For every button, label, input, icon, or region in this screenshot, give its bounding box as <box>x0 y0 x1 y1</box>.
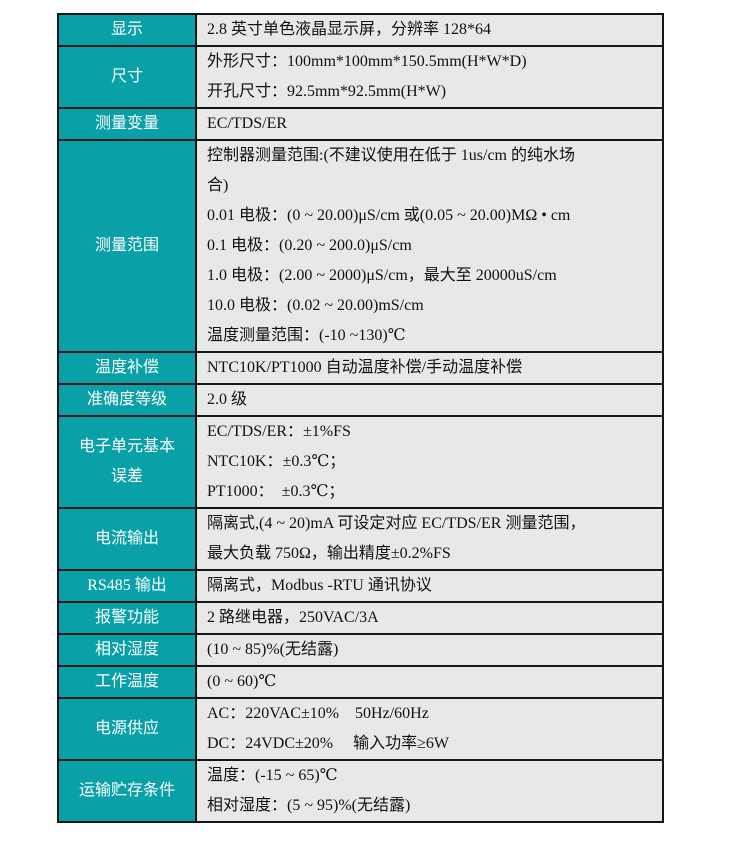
spec-value-line: 外形尺寸：100mm*100mm*150.5mm(H*W*D) <box>207 53 527 70</box>
spec-label: 测量范围 <box>94 237 159 254</box>
spec-label-cell: 尺寸 <box>59 47 197 107</box>
spec-label-cell: 电源供应 <box>59 699 197 759</box>
spec-label-cell: 报警功能 <box>59 603 197 633</box>
spec-table: 显示 2.8 英寸单色液晶显示屏，分辨率 128*64 尺寸 外形尺寸：100m… <box>57 13 664 823</box>
spec-label: 电子单元基本误差 <box>78 438 175 485</box>
spec-row-transport-storage: 运输贮存条件 温度：(-15 ~ 65)℃ 相对湿度：(5 ~ 95)%(无结露… <box>59 759 662 821</box>
spec-label: 准确度等级 <box>86 391 167 408</box>
spec-value-cell: 控制器测量范围:(不建议使用在低于 1us/cm 的纯水场 合) 0.01 电极… <box>197 141 662 351</box>
spec-value-line: PT1000： ±0.3℃； <box>207 483 345 500</box>
spec-value-line: 隔离式，Modbus -RTU 通讯协议 <box>207 577 432 594</box>
spec-value-line: 2.8 英寸单色液晶显示屏，分辨率 128*64 <box>207 21 492 38</box>
spec-value-cell: 2 路继电器，250VAC/3A <box>197 603 662 633</box>
spec-value-line: DC：24VDC±20% 输入功率≥6W <box>207 735 450 752</box>
spec-row-measuring-range: 测量范围 控制器测量范围:(不建议使用在低于 1us/cm 的纯水场 合) 0.… <box>59 139 662 351</box>
spec-row-alarm-function: 报警功能 2 路继电器，250VAC/3A <box>59 601 662 633</box>
spec-label-cell: 相对湿度 <box>59 635 197 665</box>
spec-label: 尺寸 <box>110 68 143 85</box>
spec-value-line: 开孔尺寸：92.5mm*92.5mm(H*W) <box>207 83 447 100</box>
spec-row-working-temperature: 工作温度 (0 ~ 60)℃ <box>59 665 662 697</box>
spec-row-power-supply: 电源供应 AC：220VAC±10% 50Hz/60Hz DC：24VDC±20… <box>59 697 662 759</box>
spec-label: 相对湿度 <box>94 641 159 658</box>
spec-value-line: (10 ~ 85)%(无结露) <box>207 641 339 658</box>
spec-value-line: 1.0 电极：(2.00 ~ 2000)μS/cm，最大至 20000uS/cm <box>207 267 557 284</box>
spec-value-line: 隔离式,(4 ~ 20)mA 可设定对应 EC/TDS/ER 测量范围， <box>207 515 586 532</box>
spec-label-cell: 工作温度 <box>59 667 197 697</box>
spec-value-cell: (10 ~ 85)%(无结露) <box>197 635 662 665</box>
spec-row-dimensions: 尺寸 外形尺寸：100mm*100mm*150.5mm(H*W*D) 开孔尺寸：… <box>59 45 662 107</box>
spec-value-line: EC/TDS/ER <box>207 115 288 132</box>
spec-value-cell: 2.0 级 <box>197 385 662 415</box>
spec-value-cell: 隔离式，Modbus -RTU 通讯协议 <box>197 571 662 601</box>
spec-value-cell: 温度：(-15 ~ 65)℃ 相对湿度：(5 ~ 95)%(无结露) <box>197 761 662 821</box>
spec-row-rs485-output: RS485 输出 隔离式，Modbus -RTU 通讯协议 <box>59 569 662 601</box>
spec-value-line: 控制器测量范围:(不建议使用在低于 1us/cm 的纯水场 <box>207 147 575 164</box>
spec-value-line: 0.1 电极：(0.20 ~ 200.0)μS/cm <box>207 237 412 254</box>
spec-value-line: AC：220VAC±10% 50Hz/60Hz <box>207 705 429 722</box>
spec-value-cell: 隔离式,(4 ~ 20)mA 可设定对应 EC/TDS/ER 测量范围， 最大负… <box>197 509 662 569</box>
spec-row-temperature-compensation: 温度补偿 NTC10K/PT1000 自动温度补偿/手动温度补偿 <box>59 351 662 383</box>
spec-label-cell: 准确度等级 <box>59 385 197 415</box>
spec-value-line: 合) <box>207 177 229 194</box>
spec-label: 运输贮存条件 <box>78 782 175 799</box>
spec-value-cell: EC/TDS/ER：±1%FS NTC10K：±0.3℃； PT1000： ±0… <box>197 417 662 507</box>
spec-label: 测量变量 <box>94 115 159 132</box>
spec-value-line: 温度：(-15 ~ 65)℃ <box>207 767 338 784</box>
spec-value-cell: EC/TDS/ER <box>197 109 662 139</box>
spec-value-line: NTC10K/PT1000 自动温度补偿/手动温度补偿 <box>207 359 523 376</box>
spec-value-line: 2.0 级 <box>207 391 248 408</box>
spec-label: 显示 <box>110 21 143 38</box>
spec-row-display: 显示 2.8 英寸单色液晶显示屏，分辨率 128*64 <box>59 15 662 45</box>
spec-value-line: 最大负载 750Ω，输出精度±0.2%FS <box>207 545 451 562</box>
spec-value-line: (0 ~ 60)℃ <box>207 673 277 690</box>
spec-row-measured-variables: 测量变量 EC/TDS/ER <box>59 107 662 139</box>
spec-label: 温度补偿 <box>94 359 159 376</box>
spec-label: RS485 输出 <box>87 577 167 594</box>
spec-label: 电源供应 <box>94 720 159 737</box>
spec-label-cell: RS485 输出 <box>59 571 197 601</box>
spec-row-accuracy-class: 准确度等级 2.0 级 <box>59 383 662 415</box>
spec-value-line: 0.01 电极：(0 ~ 20.00)μS/cm 或(0.05 ~ 20.00)… <box>207 207 571 224</box>
spec-label: 电流输出 <box>94 530 159 547</box>
spec-row-electronic-unit-error: 电子单元基本误差 EC/TDS/ER：±1%FS NTC10K：±0.3℃； P… <box>59 415 662 507</box>
spec-label-cell: 温度补偿 <box>59 353 197 383</box>
spec-value-line: 相对湿度：(5 ~ 95)%(无结露) <box>207 797 411 814</box>
spec-value-cell: 外形尺寸：100mm*100mm*150.5mm(H*W*D) 开孔尺寸：92.… <box>197 47 662 107</box>
spec-label-cell: 电子单元基本误差 <box>59 417 197 507</box>
spec-value-line: NTC10K：±0.3℃； <box>207 453 346 470</box>
spec-value-line: 2 路继电器，250VAC/3A <box>207 609 379 626</box>
spec-label-cell: 电流输出 <box>59 509 197 569</box>
spec-row-relative-humidity: 相对湿度 (10 ~ 85)%(无结露) <box>59 633 662 665</box>
spec-label-cell: 测量变量 <box>59 109 197 139</box>
spec-value-cell: (0 ~ 60)℃ <box>197 667 662 697</box>
spec-value-cell: 2.8 英寸单色液晶显示屏，分辨率 128*64 <box>197 15 662 45</box>
spec-value-line: 温度测量范围：(-10 ~130)℃ <box>207 327 406 344</box>
spec-value-cell: NTC10K/PT1000 自动温度补偿/手动温度补偿 <box>197 353 662 383</box>
spec-label-cell: 显示 <box>59 15 197 45</box>
spec-label-cell: 运输贮存条件 <box>59 761 197 821</box>
spec-value-line: EC/TDS/ER：±1%FS <box>207 423 351 440</box>
spec-label: 工作温度 <box>94 673 159 690</box>
spec-label: 报警功能 <box>94 609 159 626</box>
spec-row-current-output: 电流输出 隔离式,(4 ~ 20)mA 可设定对应 EC/TDS/ER 测量范围… <box>59 507 662 569</box>
spec-value-cell: AC：220VAC±10% 50Hz/60Hz DC：24VDC±20% 输入功… <box>197 699 662 759</box>
spec-label-cell: 测量范围 <box>59 141 197 351</box>
spec-value-line: 10.0 电极：(0.02 ~ 20.00)mS/cm <box>207 297 424 314</box>
